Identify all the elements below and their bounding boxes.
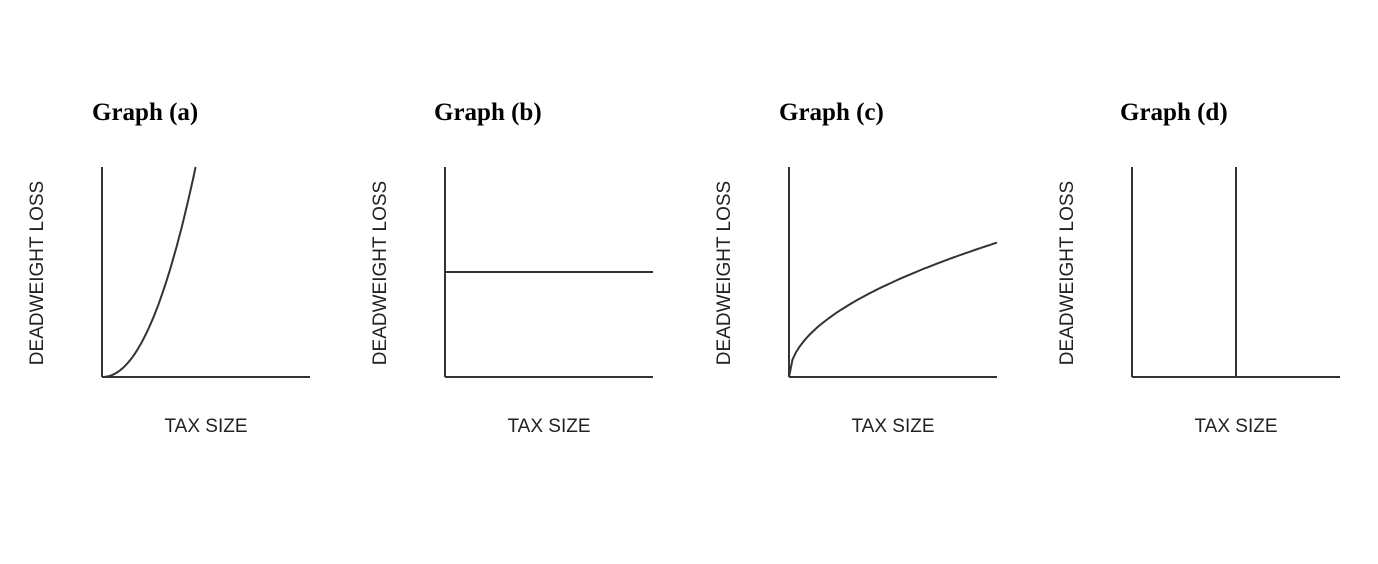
graph-title: Graph (a) bbox=[92, 99, 198, 126]
deadweight-loss-curve bbox=[101, 166, 197, 378]
deadweight-loss-curve bbox=[788, 241, 998, 378]
y-axis-label: DEADWEIGHT LOSS bbox=[714, 181, 735, 365]
graph-title: Graph (c) bbox=[779, 99, 884, 126]
x-axis-label: TAX SIZE bbox=[164, 416, 247, 437]
graph-panel-0: Graph (a) DEADWEIGHT LOSS TAX SIZE bbox=[27, 99, 310, 437]
graph-title: Graph (d) bbox=[1120, 99, 1228, 126]
x-axis-label: TAX SIZE bbox=[851, 416, 934, 437]
y-axis-label: DEADWEIGHT LOSS bbox=[27, 181, 48, 365]
graph-panel-1: Graph (b) DEADWEIGHT LOSS TAX SIZE bbox=[370, 99, 653, 437]
x-axis-label: TAX SIZE bbox=[1194, 416, 1277, 437]
graph-title: Graph (b) bbox=[434, 99, 542, 126]
x-axis-label: TAX SIZE bbox=[507, 416, 590, 437]
y-axis-label: DEADWEIGHT LOSS bbox=[370, 181, 391, 365]
graph-panel-3: Graph (d) DEADWEIGHT LOSS TAX SIZE bbox=[1057, 99, 1340, 437]
graph-panel-2: Graph (c) DEADWEIGHT LOSS TAX SIZE bbox=[714, 99, 998, 437]
y-axis-label: DEADWEIGHT LOSS bbox=[1057, 181, 1078, 365]
